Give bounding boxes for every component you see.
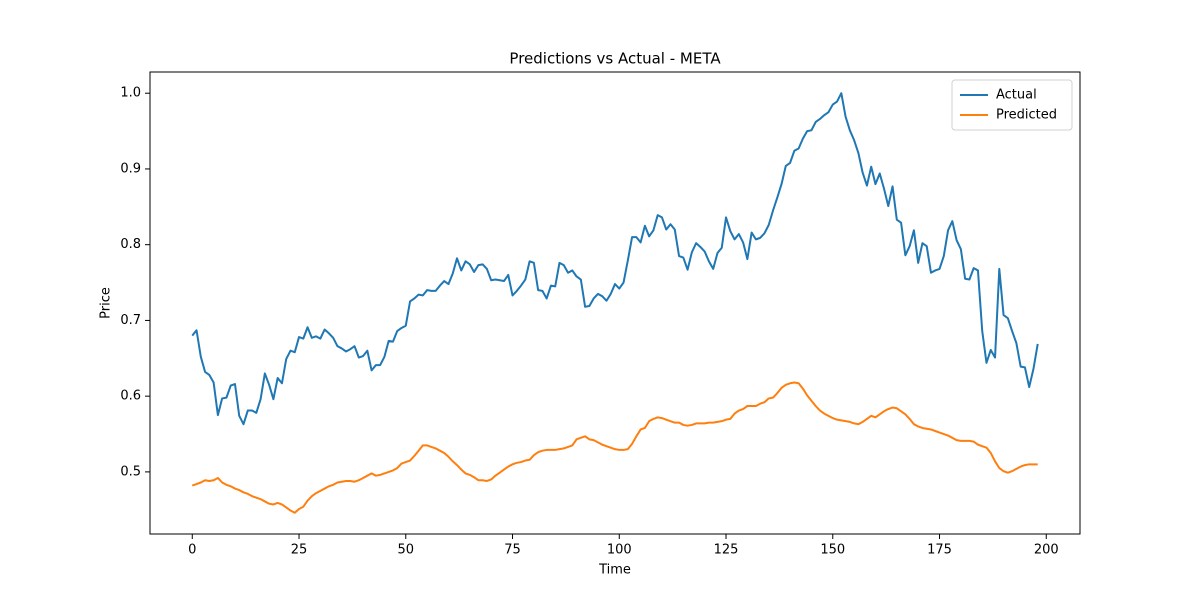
y-tick-label: 0.6 [120, 389, 141, 404]
x-tick-label: 175 [927, 543, 952, 558]
y-tick-label: 0.9 [120, 161, 141, 176]
x-tick-label: 25 [291, 543, 308, 558]
plot-frame [149, 71, 1081, 535]
x-tick-label: 0 [188, 543, 196, 558]
y-tick-label: 0.8 [120, 237, 141, 252]
x-tick-label: 50 [397, 543, 414, 558]
line-series [191, 381, 1038, 514]
y-tick-label: 0.7 [120, 313, 141, 328]
legend-label: Actual [996, 88, 1037, 103]
legend-label: Predicted [996, 108, 1057, 123]
x-tick-label: 125 [714, 543, 739, 558]
y-tick-label: 1.0 [120, 86, 141, 101]
legend-box [951, 79, 1073, 131]
y-tick-label: 0.5 [120, 464, 141, 479]
y-axis-label: Price [99, 287, 114, 319]
x-axis-label: Time [598, 563, 631, 578]
x-tick-label: 200 [1034, 543, 1059, 558]
x-tick-label: 75 [504, 543, 521, 558]
x-tick-label: 150 [820, 543, 845, 558]
legend: Actual Predicted [951, 79, 1073, 131]
line-series [191, 92, 1039, 426]
x-tick-label: 100 [607, 543, 632, 558]
chart-title: Predictions vs Actual - META [509, 50, 721, 68]
